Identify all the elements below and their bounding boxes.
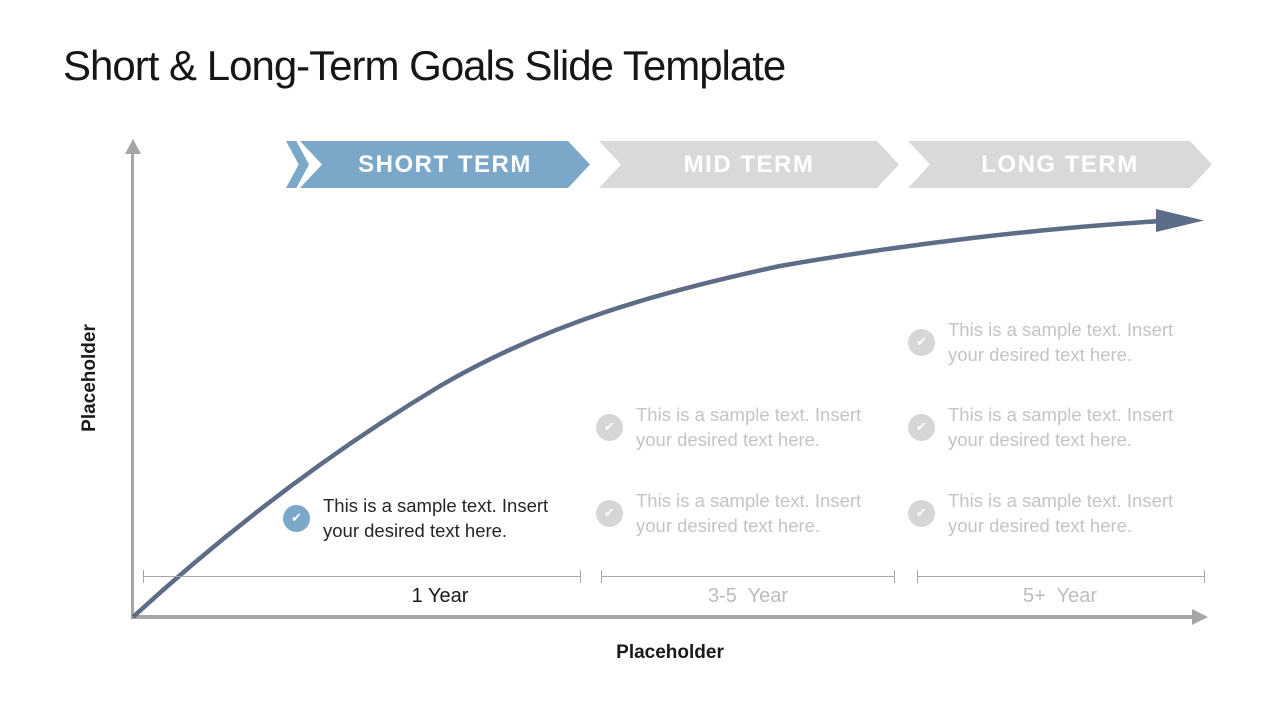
banner-short-term-label: SHORT TERM bbox=[358, 150, 532, 178]
check-icon: ✔ bbox=[908, 413, 935, 441]
bullet-text-line1: This is a sample text. Insert bbox=[636, 404, 862, 425]
bullet-text-line1: This is a sample text. Insert bbox=[948, 490, 1174, 511]
range-bracket-short bbox=[143, 576, 580, 577]
bullet-text-line1: This is a sample text. Insert bbox=[948, 319, 1174, 340]
range-tick bbox=[601, 570, 602, 583]
check-icon: ✔ bbox=[283, 504, 310, 532]
growth-curve-arrow-icon bbox=[1156, 209, 1204, 232]
check-icon: ✔ bbox=[596, 499, 623, 527]
range-tick bbox=[580, 570, 581, 583]
x-axis-arrow-icon bbox=[1192, 609, 1208, 625]
banner-mid-term: MID TERM bbox=[599, 141, 899, 188]
page-title: Short & Long-Term Goals Slide Template bbox=[63, 42, 786, 89]
range-label-short: 1 Year bbox=[411, 585, 469, 607]
range-tick bbox=[917, 570, 918, 583]
list-item: ✔ This is a sample text. Insert your des… bbox=[596, 402, 861, 452]
chevron-lead-icon bbox=[286, 141, 309, 188]
banner-long-term-label: LONG TERM bbox=[981, 150, 1139, 178]
x-axis-label: Placeholder bbox=[616, 642, 724, 663]
bullet-text-line2: your desired text here. bbox=[948, 429, 1133, 450]
bullet-text-line2: your desired text here. bbox=[948, 515, 1133, 536]
check-icon: ✔ bbox=[908, 328, 935, 356]
list-item: ✔ This is a sample text. Insert your des… bbox=[908, 402, 1173, 452]
banner-long-term: LONG TERM bbox=[908, 141, 1212, 188]
range-tick bbox=[894, 570, 895, 583]
bullet-text: This is a sample text. Insert your desir… bbox=[948, 488, 1173, 538]
bullet-text-line2: your desired text here. bbox=[323, 520, 508, 541]
bullet-text-line2: your desired text here. bbox=[948, 344, 1133, 365]
y-axis-arrow-icon bbox=[125, 139, 141, 154]
bullet-text: This is a sample text. Insert your desir… bbox=[948, 402, 1173, 452]
list-item: ✔ This is a sample text. Insert your des… bbox=[908, 317, 1173, 367]
bullet-text: This is a sample text. Insert your desir… bbox=[323, 493, 548, 543]
check-icon: ✔ bbox=[596, 413, 623, 441]
stage-banner-row: SHORT TERM MID TERM LONG TERM bbox=[0, 141, 1280, 188]
check-icon: ✔ bbox=[908, 499, 935, 527]
banner-mid-term-label: MID TERM bbox=[683, 150, 815, 178]
bullet-text: This is a sample text. Insert your desir… bbox=[636, 402, 861, 452]
x-axis bbox=[131, 615, 1192, 619]
y-axis-label: Placeholder bbox=[79, 324, 100, 432]
banner-short-term: SHORT TERM bbox=[300, 141, 590, 188]
range-bracket-long bbox=[917, 576, 1204, 577]
bullet-text-line2: your desired text here. bbox=[636, 515, 821, 536]
range-bracket-mid bbox=[601, 576, 894, 577]
y-axis bbox=[131, 153, 134, 618]
range-tick bbox=[1204, 570, 1205, 583]
list-item: ✔ This is a sample text. Insert your des… bbox=[596, 488, 861, 538]
bullet-text: This is a sample text. Insert your desir… bbox=[636, 488, 861, 538]
bullet-text: This is a sample text. Insert your desir… bbox=[948, 317, 1173, 367]
bullet-text-line2: your desired text here. bbox=[636, 429, 821, 450]
bullet-text-line1: This is a sample text. Insert bbox=[948, 404, 1174, 425]
list-item: ✔ This is a sample text. Insert your des… bbox=[908, 488, 1173, 538]
list-item: ✔ This is a sample text. Insert your des… bbox=[283, 493, 548, 543]
range-label-long: 5+ Year bbox=[1023, 585, 1097, 607]
range-tick bbox=[143, 570, 144, 583]
bullet-text-line1: This is a sample text. Insert bbox=[323, 495, 549, 516]
bullet-text-line1: This is a sample text. Insert bbox=[636, 490, 862, 511]
range-label-mid: 3-5 Year bbox=[707, 585, 789, 607]
